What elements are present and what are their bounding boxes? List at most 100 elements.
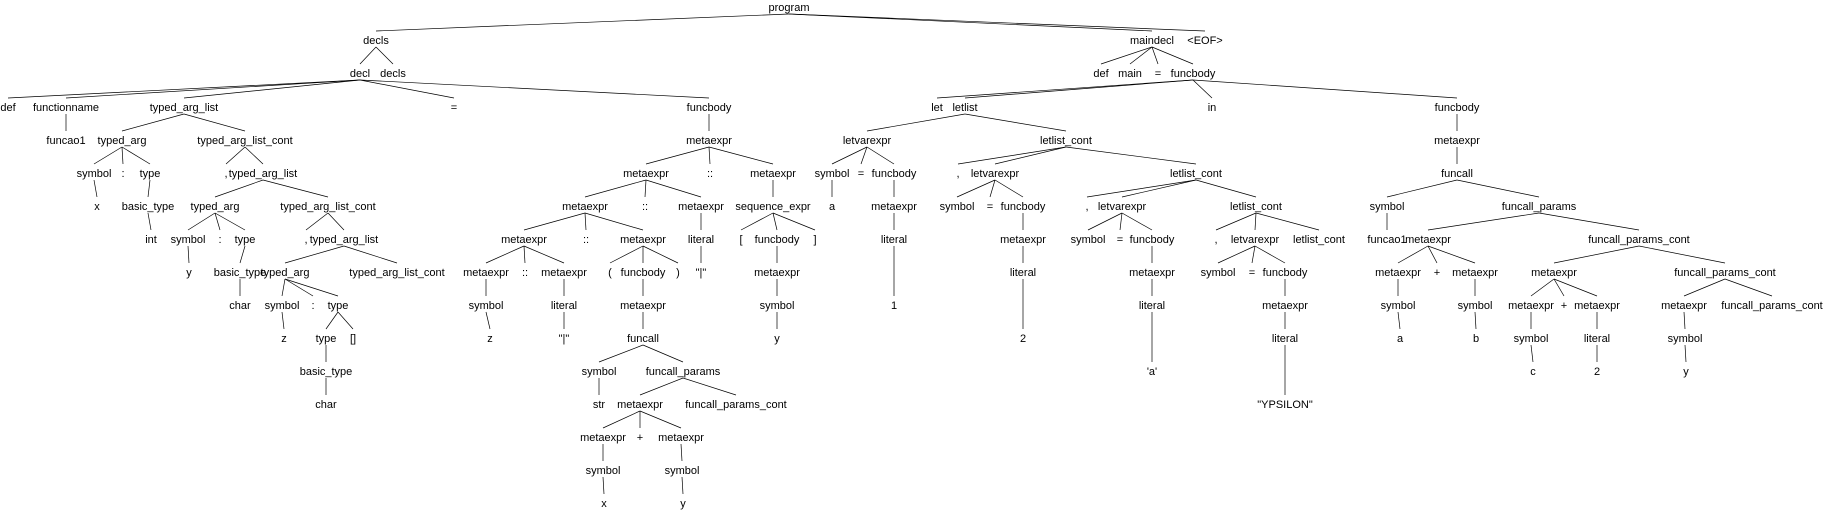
tree-edge (1456, 179, 1540, 198)
tree-edge (1119, 212, 1123, 231)
tree-node-metaexpr: metaexpr (623, 168, 669, 180)
tree-node-x: x (601, 498, 607, 510)
tree-edge (93, 146, 123, 165)
tree-edge (485, 311, 491, 330)
tree-node-char: char (229, 300, 251, 312)
tree-node-program: program (769, 2, 810, 14)
tree-node-type: type (140, 168, 161, 180)
tree-edge (598, 344, 644, 363)
tree-edge (645, 179, 702, 198)
tree-node-colon: : (311, 300, 314, 312)
tree-edge (244, 146, 264, 165)
tree-node-a: a (1397, 333, 1404, 345)
tree-node-char: char (315, 399, 337, 411)
tree-node-funcall: funcall (1441, 168, 1473, 180)
tree-node-metaexpr: metaexpr (1661, 300, 1707, 312)
tree-node-metaexpr: metaexpr (1531, 267, 1577, 279)
tree-node-metaexpr: metaexpr (1000, 234, 1046, 246)
tree-edge (602, 476, 605, 495)
tree-node-symbol: symbol (1668, 333, 1703, 345)
tree-node-funcall-params-cont: funcall_params_cont (685, 399, 787, 411)
tree-node-def: def (0, 102, 16, 114)
tree-node-funcall-params: funcall_params (646, 366, 721, 378)
tree-node-metaexpr: metaexpr (501, 234, 547, 246)
tree-node-symbol: symbol (1071, 234, 1106, 246)
tree-node-comma: , (956, 168, 959, 180)
tree-edge (1254, 212, 1257, 231)
tree-edge (93, 179, 98, 198)
tree-node-funcbody: funcbody (1001, 201, 1046, 213)
tree-edge (639, 377, 684, 396)
tree-edge (523, 212, 586, 231)
tree-node-let: let (931, 102, 943, 114)
tree-edge (584, 212, 644, 231)
tree-edge (7, 79, 361, 99)
tree-node-brackets: [] (350, 333, 356, 345)
tree-edge (681, 476, 684, 495)
tree-edge (359, 79, 710, 99)
tree-node-letvarexpr: letvarexpr (1098, 201, 1147, 213)
tree-node-token: "|" (559, 333, 570, 345)
tree-edges (7, 13, 1773, 495)
tree-edge (1530, 344, 1534, 363)
tree-node-double-colon: :: (642, 201, 648, 213)
tree-node-literal: literal (1010, 267, 1036, 279)
tree-node-symbol: symbol (940, 201, 975, 213)
tree-edge (214, 212, 246, 231)
tree-node-symbol: symbol (815, 168, 850, 180)
tree-node-funcao1: funcao1 (46, 135, 85, 147)
tree-node-funcbody: funcbody (872, 168, 917, 180)
tree-edge (1638, 245, 1726, 264)
tree-node-plus: + (1561, 300, 1567, 312)
tree-node-equals: = (858, 168, 864, 180)
tree-node-symbol: symbol (77, 168, 112, 180)
tree-edge (284, 278, 314, 297)
tree-node-equals: = (1249, 267, 1255, 279)
tree-node-ypsilon: "YPSILON" (1257, 399, 1313, 411)
tree-node-str: str (593, 399, 606, 411)
tree-node-lparen: ( (608, 267, 612, 279)
tree-edge (1192, 79, 1458, 99)
tree-edge (1427, 212, 1540, 231)
tree-node-metaexpr: metaexpr (658, 432, 704, 444)
tree-edge (1129, 46, 1153, 65)
tree-node-symbol: symbol (1381, 300, 1416, 312)
tree-edge (239, 245, 246, 264)
tree-node-typed-arg-list: typed_arg_list (150, 102, 219, 114)
tree-node-a: 'a' (1147, 366, 1157, 378)
tree-node-metaexpr: metaexpr (1574, 300, 1620, 312)
tree-edge (485, 245, 525, 264)
tree-edge (325, 311, 339, 330)
tree-edge (281, 278, 286, 297)
tree-node-int: int (145, 234, 157, 246)
tree-edge (964, 113, 1067, 132)
tree-node-basic-type: basic_type (122, 201, 175, 213)
tree-node-letlist: letlist (952, 102, 977, 114)
tree-edge (1086, 179, 1197, 198)
tree-node-metaexpr: metaexpr (562, 201, 608, 213)
tree-node-funcbody: funcbody (1435, 102, 1480, 114)
tree-node-symbol: symbol (1458, 300, 1493, 312)
tree-node-metaexpr: metaexpr (541, 267, 587, 279)
tree-node-literal: literal (1272, 333, 1298, 345)
tree-edge (1386, 179, 1458, 198)
tree-node-typed-arg-list: typed_arg_list (229, 168, 298, 180)
tree-node-letvarexpr: letvarexpr (971, 168, 1020, 180)
tree-edge (964, 79, 1194, 99)
tree-node-2: 2 (1020, 333, 1026, 345)
tree-edge (1427, 245, 1476, 264)
tree-node-typed-arg-list-cont: typed_arg_list_cont (197, 135, 292, 147)
tree-node-comma: , (224, 168, 227, 180)
tree-node-typed-arg-list: typed_arg_list (310, 234, 379, 246)
tree-edge (956, 179, 996, 198)
tree-node-funcall-params-cont: funcall_params_cont (1588, 234, 1690, 246)
tree-node-symbol: symbol (586, 465, 621, 477)
tree-edge (1684, 344, 1687, 363)
tree-edge (1065, 146, 1197, 165)
tree-edge (645, 146, 710, 165)
tree-node-symbol: symbol (1514, 333, 1549, 345)
tree-node-y: y (186, 267, 192, 279)
tree-edge (183, 113, 246, 132)
tree-node-y: y (1683, 366, 1689, 378)
tree-edge (1255, 212, 1320, 231)
